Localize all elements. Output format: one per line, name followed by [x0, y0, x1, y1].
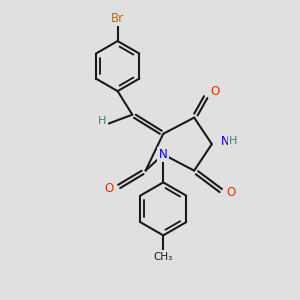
Text: CH₃: CH₃ [154, 252, 173, 262]
Text: O: O [226, 186, 236, 199]
Text: O: O [104, 182, 113, 195]
Text: N: N [221, 135, 230, 148]
Text: H: H [229, 136, 237, 146]
Text: Br: Br [111, 12, 124, 25]
Text: H: H [98, 116, 106, 126]
Text: O: O [210, 85, 219, 98]
Text: N: N [159, 148, 168, 161]
